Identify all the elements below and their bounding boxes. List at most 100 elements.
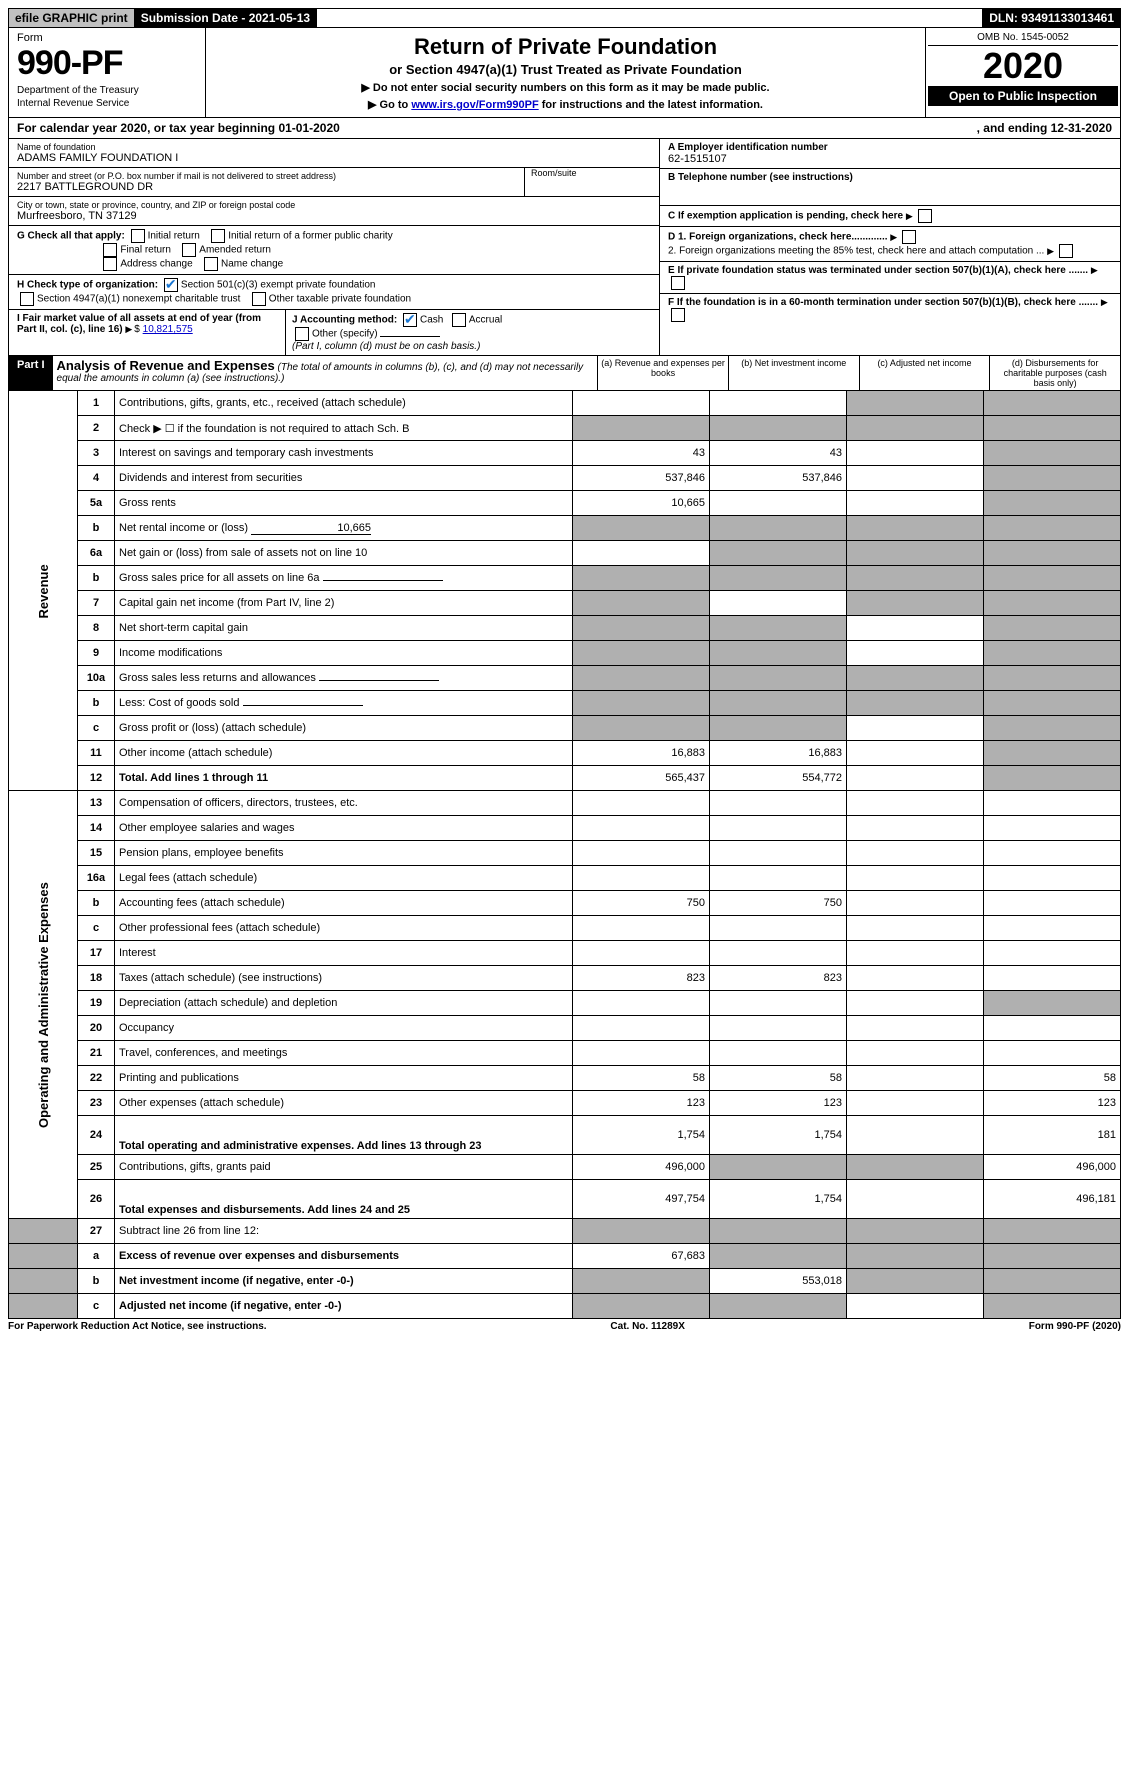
cell-shaded	[847, 541, 984, 566]
cell-shaded	[847, 566, 984, 591]
table-row: 16aLegal fees (attach schedule)	[9, 866, 1121, 891]
goto-prefix: ▶ Go to	[368, 99, 411, 111]
chk-other-method[interactable]	[295, 327, 309, 341]
chk-4947a1[interactable]	[20, 292, 34, 306]
opt-address-change: Address change	[120, 259, 192, 270]
i-label: I Fair market value of all assets at end…	[17, 313, 261, 335]
line-description: Net gain or (loss) from sale of assets n…	[115, 541, 573, 566]
section-h: H Check type of organization: Section 50…	[9, 275, 659, 310]
chk-501c3[interactable]	[164, 278, 178, 292]
line-number: b	[78, 516, 115, 541]
chk-other-taxable[interactable]	[252, 292, 266, 306]
cell-value: 123	[710, 1091, 847, 1116]
line-number: b	[78, 566, 115, 591]
line-description: Total operating and administrative expen…	[115, 1116, 573, 1155]
chk-name-change[interactable]	[204, 257, 218, 271]
cell-value: 16,883	[573, 741, 710, 766]
cell-value	[847, 1180, 984, 1219]
c-label: C If exemption application is pending, c…	[668, 211, 903, 222]
table-row: cAdjusted net income (if negative, enter…	[9, 1294, 1121, 1319]
table-row: 14Other employee salaries and wages	[9, 816, 1121, 841]
cell-shaded	[984, 391, 1121, 416]
line-number: 25	[78, 1155, 115, 1180]
cell-value	[847, 716, 984, 741]
line-description: Excess of revenue over expenses and disb…	[115, 1244, 573, 1269]
chk-60-month[interactable]	[671, 308, 685, 322]
line-number: 7	[78, 591, 115, 616]
section-i-j: I Fair market value of all assets at end…	[9, 310, 659, 355]
name-label: Name of foundation	[17, 142, 651, 152]
chk-address-change[interactable]	[103, 257, 117, 271]
cell-shaded	[573, 591, 710, 616]
line-number: 5a	[78, 491, 115, 516]
cell-shaded	[984, 566, 1121, 591]
cell-value: 823	[573, 966, 710, 991]
expenses-section-label: Operating and Administrative Expenses	[9, 791, 78, 1219]
table-row: bGross sales price for all assets on lin…	[9, 566, 1121, 591]
cell-shaded	[710, 616, 847, 641]
cell-shaded	[847, 1269, 984, 1294]
opt-other-method: Other (specify)	[312, 329, 378, 340]
cell-shaded	[710, 666, 847, 691]
cell-shaded	[573, 641, 710, 666]
chk-accrual[interactable]	[452, 313, 466, 327]
cell-value: 43	[573, 441, 710, 466]
cell-value	[847, 966, 984, 991]
table-row: 27Subtract line 26 from line 12:	[9, 1219, 1121, 1244]
line-description: Income modifications	[115, 641, 573, 666]
line-description: Occupancy	[115, 1016, 573, 1041]
table-row: 19Depreciation (attach schedule) and dep…	[9, 991, 1121, 1016]
col-a-head: (a) Revenue and expenses per books	[597, 356, 728, 390]
cell-value: 750	[573, 891, 710, 916]
cell-value	[573, 391, 710, 416]
form-title: Return of Private Foundation	[212, 34, 919, 60]
chk-cash[interactable]	[403, 313, 417, 327]
calendar-year-row: For calendar year 2020, or tax year begi…	[8, 118, 1121, 139]
irs-link[interactable]: www.irs.gov/Form990PF	[411, 99, 538, 111]
cell-value	[710, 941, 847, 966]
part1-header: Part I Analysis of Revenue and Expenses …	[8, 356, 1121, 391]
efile-print-button[interactable]: efile GRAPHIC print	[9, 9, 135, 27]
chk-foreign-org[interactable]	[902, 230, 916, 244]
chk-initial-public[interactable]	[211, 229, 225, 243]
chk-amended[interactable]	[182, 243, 196, 257]
line-number: c	[78, 916, 115, 941]
line-description: Depreciation (attach schedule) and deple…	[115, 991, 573, 1016]
cell-value	[847, 1294, 984, 1319]
cell-value	[847, 1066, 984, 1091]
cell-value: 1,754	[710, 1180, 847, 1219]
cell-value	[847, 1016, 984, 1041]
cell-shaded	[984, 1294, 1121, 1319]
chk-status-terminated[interactable]	[671, 276, 685, 290]
cell-value: 16,883	[710, 741, 847, 766]
cell-shaded	[710, 1155, 847, 1180]
cell-value	[847, 891, 984, 916]
line-number: 18	[78, 966, 115, 991]
line-description: Net rental income or (loss) 10,665	[115, 516, 573, 541]
line-description: Capital gain net income (from Part IV, l…	[115, 591, 573, 616]
chk-85-test[interactable]	[1059, 244, 1073, 258]
line-description: Dividends and interest from securities	[115, 466, 573, 491]
cell-value: 181	[984, 1116, 1121, 1155]
line-number: 9	[78, 641, 115, 666]
cell-value: 497,754	[573, 1180, 710, 1219]
cell-value	[984, 1041, 1121, 1066]
form-footer: Form 990-PF (2020)	[1029, 1321, 1121, 1332]
fmv-assets[interactable]: 10,821,575	[143, 324, 193, 335]
table-row: 24Total operating and administrative exp…	[9, 1116, 1121, 1155]
cell-value	[573, 816, 710, 841]
chk-final-return[interactable]	[103, 243, 117, 257]
line-description: Other professional fees (attach schedule…	[115, 916, 573, 941]
chk-initial-return[interactable]	[131, 229, 145, 243]
line-number: b	[78, 891, 115, 916]
table-row: cOther professional fees (attach schedul…	[9, 916, 1121, 941]
chk-exemption-pending[interactable]	[918, 209, 932, 223]
form-subtitle: or Section 4947(a)(1) Trust Treated as P…	[212, 62, 919, 77]
cell-value: 496,000	[984, 1155, 1121, 1180]
table-row: aExcess of revenue over expenses and dis…	[9, 1244, 1121, 1269]
cal-end: , and ending 12-31-2020	[977, 121, 1112, 135]
dept-treasury: Department of the Treasury	[17, 85, 197, 96]
opt-amended: Amended return	[199, 245, 271, 256]
cell-value	[984, 966, 1121, 991]
cell-shaded	[984, 766, 1121, 791]
